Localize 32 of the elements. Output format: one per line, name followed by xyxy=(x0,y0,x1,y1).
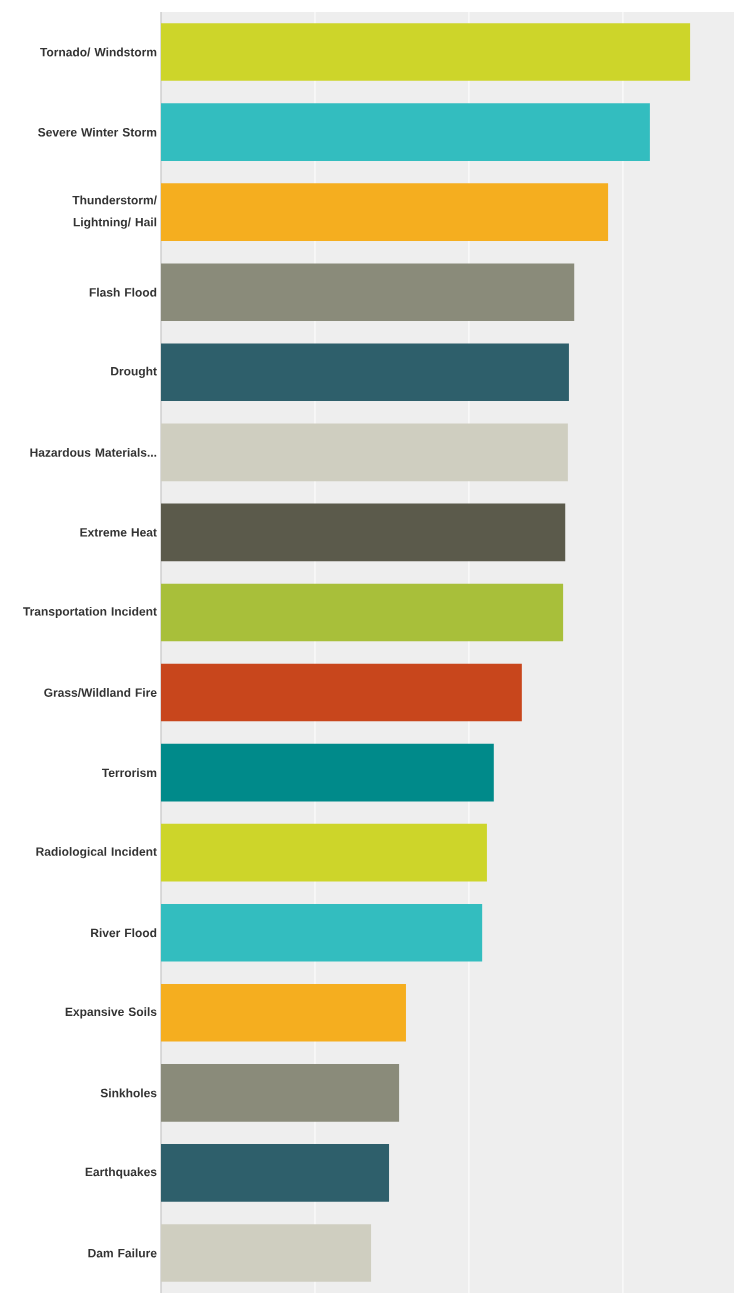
y-tick-label: Radiological Incident xyxy=(36,847,157,859)
bar xyxy=(161,823,487,882)
y-tick-label: Severe Winter Storm xyxy=(38,127,157,137)
bar xyxy=(161,1064,400,1122)
bar xyxy=(161,663,522,722)
bar xyxy=(161,503,566,562)
y-tick-label: Grass/Wildland Fire xyxy=(44,688,157,698)
bar xyxy=(161,583,564,642)
y-tick-label: Earthquakes xyxy=(85,1167,157,1179)
bar xyxy=(161,423,568,482)
y-tick-label: Drought xyxy=(111,366,157,378)
y-tick-label: Sinkholes xyxy=(100,1088,157,1098)
y-tick-label: Expansive Soils xyxy=(65,1007,157,1019)
y-tick-label: Tornado/ Windstorm xyxy=(40,47,157,57)
bar xyxy=(161,1144,390,1202)
y-tick-label: Hazardous Materials... xyxy=(30,447,157,457)
bar xyxy=(161,183,609,241)
y-tick-label: River Flood xyxy=(91,928,157,938)
y-tick-label: Terrorism xyxy=(101,768,157,778)
y-tick-label: Thunderstorm/ Lightning/ Hail xyxy=(72,195,157,229)
bar xyxy=(161,263,575,322)
y-tick-label: Dam Failure xyxy=(88,1248,157,1258)
bar xyxy=(161,743,494,802)
bar xyxy=(161,903,483,962)
bar xyxy=(161,103,650,161)
y-tick-label: Flash Flood xyxy=(89,287,157,297)
y-tick-label: Extreme Heat xyxy=(80,528,157,537)
bar xyxy=(161,343,569,402)
bar xyxy=(161,23,691,81)
bar xyxy=(161,1224,372,1282)
bar xyxy=(161,983,406,1042)
y-tick-label: Transportation Incident xyxy=(23,606,157,619)
